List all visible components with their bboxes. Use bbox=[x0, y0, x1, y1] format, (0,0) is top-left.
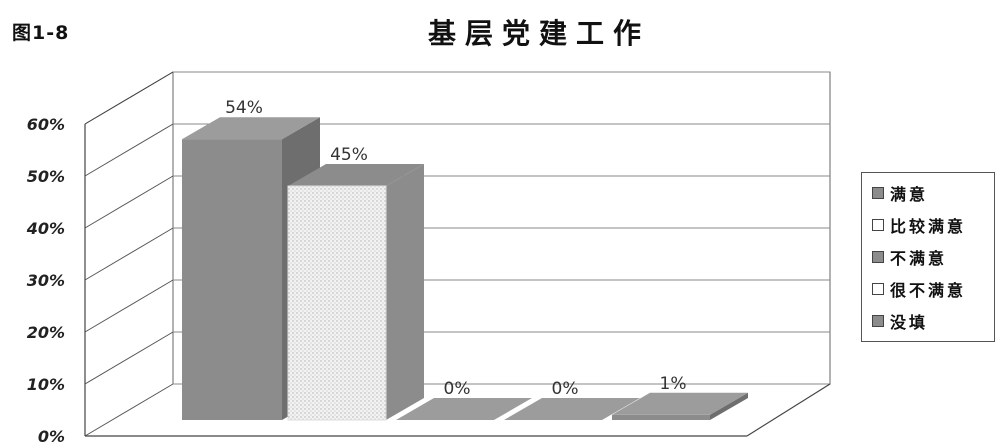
legend-swatch bbox=[872, 219, 884, 231]
side-gridline bbox=[84, 175, 174, 229]
data-label: 45% bbox=[330, 145, 368, 165]
legend-item: 满意 bbox=[872, 177, 994, 209]
bar-4 bbox=[504, 398, 640, 420]
y-tick-label: 50% bbox=[27, 167, 65, 186]
bar-top bbox=[182, 117, 320, 140]
legend-swatch bbox=[872, 251, 884, 263]
legend-swatch bbox=[872, 315, 884, 327]
side-gridline bbox=[84, 123, 174, 177]
legend-swatch bbox=[872, 187, 884, 199]
data-label: 0% bbox=[552, 379, 579, 399]
legend-label: 满意 bbox=[890, 185, 929, 204]
bar-group bbox=[182, 117, 748, 421]
bar-top bbox=[612, 392, 748, 415]
y-tick-label: 0% bbox=[38, 427, 65, 442]
bar-top bbox=[288, 164, 424, 186]
chart-title: 基层党建工作 bbox=[428, 17, 651, 50]
floor-right bbox=[746, 383, 831, 437]
data-label: 0% bbox=[444, 379, 471, 399]
side-wall-top bbox=[84, 71, 174, 125]
legend-label: 很不满意 bbox=[890, 281, 967, 300]
legend-swatch bbox=[872, 283, 884, 295]
legend-item: 很不满意 bbox=[872, 273, 994, 305]
side-gridline bbox=[84, 227, 174, 281]
bar-front bbox=[182, 139, 282, 420]
figure-label: 图1-8 bbox=[12, 22, 70, 44]
y-tick-label: 40% bbox=[26, 219, 65, 238]
legend-label: 比较满意 bbox=[890, 217, 967, 236]
y-tick-label: 20% bbox=[27, 323, 65, 342]
legend-item: 不满意 bbox=[872, 241, 994, 273]
bar-front bbox=[287, 185, 387, 421]
side-gridline bbox=[84, 383, 174, 437]
y-tick-label: 60% bbox=[27, 115, 65, 134]
legend-item: 比较满意 bbox=[872, 209, 994, 241]
bar-3 bbox=[396, 398, 532, 420]
data-label: 1% bbox=[660, 374, 687, 394]
chart-axes: 0% 10% 20% 30% 40% 50% 60% bbox=[26, 71, 831, 442]
chart-legend: 满意比较满意不满意很不满意没填 bbox=[861, 172, 995, 342]
bar-top bbox=[396, 398, 532, 420]
side-gridline bbox=[84, 331, 174, 385]
y-tick-label: 30% bbox=[27, 271, 65, 290]
bar-side bbox=[386, 164, 424, 420]
legend-label: 不满意 bbox=[890, 249, 948, 268]
data-label: 54% bbox=[225, 98, 263, 118]
bar-5 bbox=[612, 392, 748, 420]
bar-side bbox=[710, 392, 748, 420]
legend-label: 没填 bbox=[890, 313, 929, 332]
bar-front bbox=[612, 414, 710, 420]
bar-2 bbox=[287, 164, 424, 421]
legend-item: 没填 bbox=[872, 305, 994, 337]
bar-top bbox=[504, 398, 640, 420]
label-group: 54% 45% 0% 0% 1% bbox=[225, 98, 686, 399]
side-gridline bbox=[84, 279, 174, 333]
y-tick-label: 10% bbox=[27, 375, 65, 394]
